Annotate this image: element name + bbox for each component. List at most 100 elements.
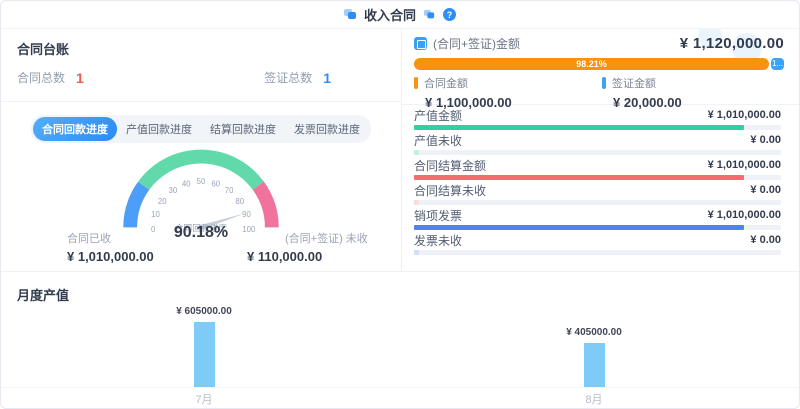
bar-value-label: ¥ 405000.00 [566,327,622,338]
received-value: ¥ 1,010,000.00 [67,249,154,264]
visa-total-stat: 签证总数 1 [264,69,331,86]
metric-progress-fill [414,125,745,130]
gauge-arc-blue [123,181,150,228]
svg-text:50: 50 [197,177,206,186]
x-axis-label: 7月 [195,394,213,406]
contract-ledger-panel: 合同台账 合同总数 1 签证总数 1 合同回款进度 产值回款进度 结算回款进度 … [1,28,401,271]
metric-progress-track [414,150,781,155]
metric-label: 合同结算金额 [414,158,487,173]
svg-text:100: 100 [242,225,256,234]
metric-value: ¥ 1,010,000.00 [707,159,781,171]
divider [1,101,401,102]
metric-progress-fill [414,175,745,180]
metric-progress-fill [414,250,419,255]
amount-stacked-bar: 98.21% 1... [414,58,784,70]
unreceived-label: (合同+签证) 未收 [285,233,368,245]
summary-row: (合同+签证)金额 ¥ 1,120,000.00 [414,35,784,52]
contract-amount-segment: 98.21% [414,58,769,70]
month-bar [194,322,215,387]
metric-row-settlement-amount: 合同结算金额 ¥ 1,010,000.00 [414,158,781,180]
bar-value-label: ¥ 605000.00 [176,306,232,317]
unreceived-stat: (合同+签证) 未收 ¥ 110,000.00 [247,230,368,264]
legend-value: ¥ 20,000.00 [613,95,682,110]
metric-row-settlement-unreceived: 合同结算未收 ¥ 0.00 [414,183,781,205]
legend-marker-blue [602,77,606,89]
metric-progress-track [414,250,781,255]
svg-text:90: 90 [242,210,251,219]
help-icon[interactable]: ? [443,8,456,21]
metric-progress-track [414,175,781,180]
metric-label: 合同结算未收 [414,183,487,198]
ledger-totals-row: 合同总数 1 签证总数 1 [17,69,331,86]
metric-label: 发票未收 [414,233,463,248]
visa-amount-segment: 1... [771,58,784,70]
contract-amount-icon [414,37,427,50]
contract-total-value: 1 [76,69,84,86]
metric-label: 产值未收 [414,133,463,148]
metric-value: ¥ 0.00 [750,234,781,246]
gauge-label: 合同回款进度 [175,222,228,233]
x-axis-label: 8月 [585,394,603,406]
metric-value: ¥ 0.00 [750,134,781,146]
visa-amount-legend: 签证金额 ¥ 20,000.00 [602,75,682,110]
tab-contract-progress[interactable]: 合同回款进度 [33,117,117,141]
tab-settlement-progress[interactable]: 结算回款进度 [210,124,276,136]
svg-text:60: 60 [211,179,220,188]
unreceived-value: ¥ 110,000.00 [247,249,323,264]
legend-marker-orange [414,77,418,89]
metric-row-output-unreceived: 产值未收 ¥ 0.00 [414,133,781,155]
metric-progress-track [414,125,781,130]
page-title: 收入合同 [363,8,416,23]
tab-invoice-progress[interactable]: 发票回款进度 [294,124,360,136]
gauge-value: 90.18% [173,224,229,241]
contract-amount-legend: 合同金额 ¥ 1,100,000.00 [414,75,512,110]
monthly-chart-title: 月度产值 [17,288,70,303]
received-stat: 合同已收 ¥ 1,010,000.00 [67,230,154,264]
metric-label: 产值金额 [414,108,463,123]
metric-value: ¥ 1,010,000.00 [707,109,781,121]
svg-text:30: 30 [169,186,178,195]
metric-progress-fill [414,150,419,155]
summary-total: ¥ 1,120,000.00 [679,35,784,52]
page-header: 收入合同 ? [1,1,799,29]
tab-output-progress[interactable]: 产值回款进度 [126,124,192,136]
svg-text:10: 10 [151,210,160,219]
svg-text:80: 80 [235,197,244,206]
summary-label: (合同+签证)金额 [433,37,521,51]
x-axis-line [1,387,799,388]
metric-row-output-amount: 产值金额 ¥ 1,010,000.00 [414,108,781,130]
metric-progress-track [414,200,781,205]
amount-summary-panel: (合同+签证)金额 ¥ 1,120,000.00 98.21% 1... 合同金… [401,24,799,271]
svg-text:0: 0 [151,225,156,234]
visa-total-value: 1 [323,69,331,86]
contract-squares-icon [343,9,357,20]
month-bar [584,343,605,387]
svg-text:70: 70 [225,186,234,195]
svg-text:20: 20 [158,197,167,206]
metric-value: ¥ 0.00 [750,184,781,196]
metric-progress-fill [414,200,419,205]
legend-label: 合同金额 [424,78,468,90]
contract-total-label: 合同总数 [17,71,66,85]
gauge-arc-pink [252,181,279,228]
metric-value: ¥ 1,010,000.00 [707,209,781,221]
legend-value: ¥ 1,100,000.00 [425,95,512,110]
visa-total-label: 签证总数 [264,71,313,85]
metrics-list: 产值金额 ¥ 1,010,000.00 产值未收 ¥ 0.00 合同结算金额 [414,108,781,258]
metric-progress-track [414,225,781,230]
contract-squares-icon-small [423,9,435,19]
metric-row-invoice-unreceived: 发票未收 ¥ 0.00 [414,233,781,255]
metric-progress-fill [414,225,745,230]
legend-label: 签证金额 [612,78,656,90]
summary-label-group: (合同+签证)金额 [414,35,520,52]
progress-tabs: 合同回款进度 产值回款进度 结算回款进度 发票回款进度 [31,115,371,143]
metric-row-invoice-amount: 销项发票 ¥ 1,010,000.00 [414,208,781,230]
metric-label: 销项发票 [414,208,463,223]
received-label: 合同已收 [67,233,111,245]
monthly-chart: 月度产值 ¥ 605000.00 7月 ¥ 405000.00 8月 [1,271,799,408]
divider [402,104,799,105]
gauge-needle [197,213,246,231]
